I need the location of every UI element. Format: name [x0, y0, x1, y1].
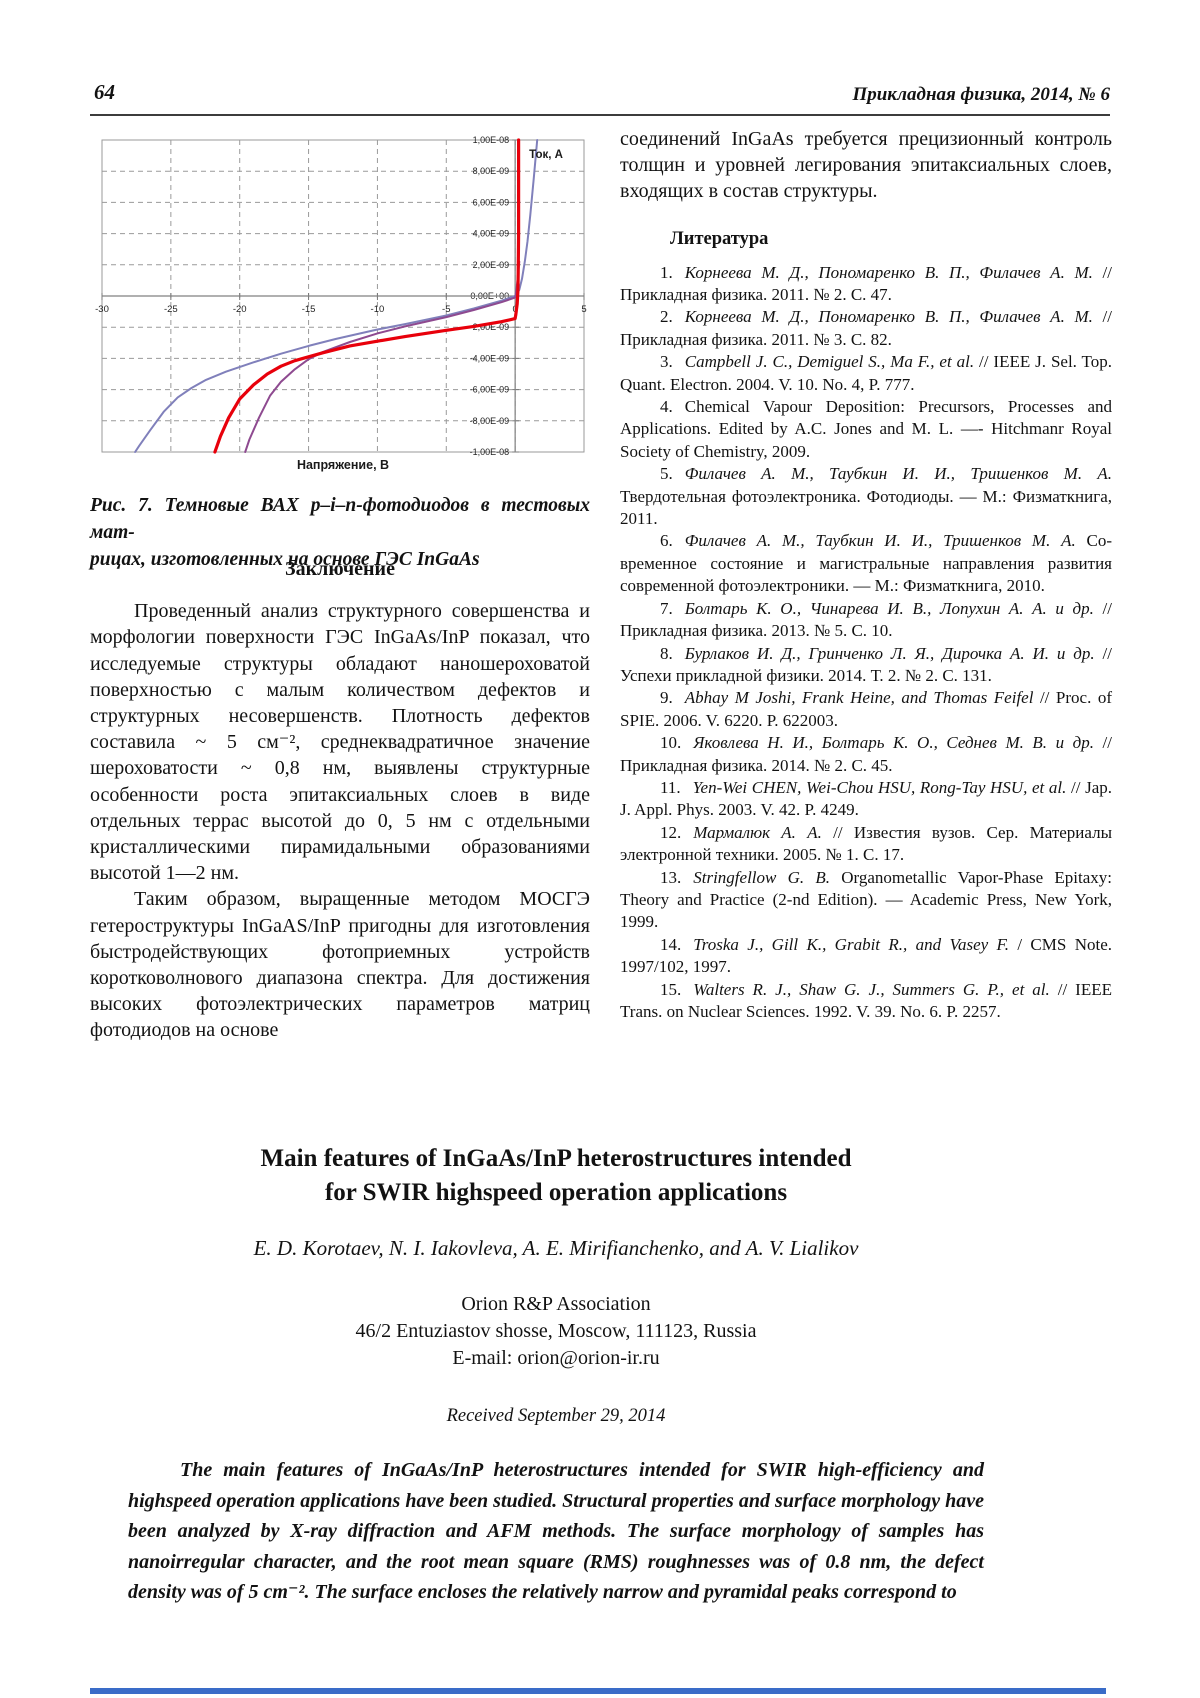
reference-item: 5. Филачев А. М., Таубкин И. И., Тришенко…	[620, 464, 1112, 529]
english-article-header: Main features of InGaAs/InP heterostruct…	[90, 1142, 1022, 1628]
article-affiliation-block: Orion R&P Association 46/2 Entuziastov s…	[90, 1291, 1022, 1372]
affiliation-name: Orion R&P Association	[461, 1293, 651, 1315]
article-title-line2: for SWIR highspeed operation application…	[324, 1179, 788, 1206]
left-column: Заключение Проведенный анализ структурно…	[90, 556, 590, 1044]
figure-caption: Рис. 7. Темновые ВАХ p–i–n-фотодиодов в …	[90, 492, 590, 573]
chart-y-tick-label: -6,00E-09	[470, 385, 510, 395]
chart-y-tick-label: 6,00E-09	[473, 197, 510, 207]
reference-item: 10. Яковлева Н. И., Болтарь К. О., Седнев…	[620, 733, 1112, 775]
chart-y-tick-label: 2,00E-09	[473, 260, 510, 270]
reference-item: 7. Болтарь К. О., Чинарева И. В., Лопухин…	[620, 598, 1112, 641]
intro-paragraph: соединений InGaAs требуется прецизионный…	[620, 128, 1112, 203]
header-rule	[90, 114, 1110, 116]
chart-y-tick-label: -4,00E-09	[470, 353, 510, 363]
reference-item: 8. Бурлаков И. Д., Гринченко Л. Я., Дироч…	[620, 643, 1112, 685]
reference-item: 3. Campbell J. C., Demiguel S., Ma F., et…	[620, 352, 1112, 394]
bottom-blue-bar	[90, 1688, 1106, 1694]
chart-y-tick-label: -1,00E-08	[470, 447, 510, 457]
series-photodiode-blue	[134, 139, 539, 453]
reference-item: 13. Stringfellow G. B. Organometallic Vap…	[620, 867, 1112, 932]
chart-x-tick-label: -15	[302, 304, 316, 315]
reference-item: 11. Yen-Wei CHEN, Wei-Chou HSU, Rong-Tay …	[620, 777, 1112, 820]
reference-item: 1. Корнеева М. Д., Пономаренко В. П., Фил…	[620, 262, 1112, 305]
references-heading: Литература	[670, 228, 769, 249]
figure-7: -30-25-20-15-10-5051,00E-088,00E-096,00E…	[90, 124, 590, 476]
article-authors: E. D. Korotaev, N. I. Iakovleva, A. E. M…	[253, 1236, 859, 1260]
chart-x-tick-label: -10	[371, 304, 385, 315]
received-date: Received September 29, 2014	[446, 1406, 666, 1426]
reference-item: 4. Chemical Vapour Deposition: Precursors…	[620, 397, 1112, 461]
chart-x-tick-label: -5	[442, 304, 450, 315]
figure-caption-line2: рицах, изготовленных на основе ГЭС InGaA…	[90, 549, 480, 570]
journal-header: Прикладная физика, 2014, № 6	[852, 84, 1110, 105]
chart-legend-label: Ток, А	[529, 149, 563, 161]
chart-y-tick-label: -8,00E-09	[470, 416, 510, 426]
affiliation-email: E-mail: orion@orion-ir.ru	[452, 1347, 660, 1369]
reference-item: 2. Корнеева М. Д., Пономаренко В. П., Фил…	[620, 307, 1112, 349]
chart-x-tick-label: -20	[233, 304, 247, 315]
right-column: соединений InGaAs требуется прецизионный…	[620, 126, 1112, 1023]
affiliation-address: 46/2 Entuziastov shosse, Moscow, 111123,…	[355, 1320, 757, 1342]
reference-item: 12. Мармалюк А. А. // Известия вузов. Сер…	[620, 822, 1112, 865]
series-photodiode-red	[213, 138, 521, 454]
reference-item: 9. Abhay M Joshi, Frank Heine, and Thomas…	[620, 688, 1112, 730]
chart-xaxis-title: Напряжение, В	[297, 458, 389, 472]
chart-y-tick-label: 1,00E-08	[473, 135, 510, 145]
references-list: 1. Корнеева М. Д., Пономаренко В. П., Фил…	[620, 262, 1112, 1024]
chart-y-tick-label: 8,00E-09	[473, 166, 510, 176]
series-photodiode-purple	[244, 260, 521, 453]
abstract-paragraph: The main features of InGaAs/InP heterost…	[128, 1459, 984, 1603]
chart-y-tick-label: -2,00E-09	[470, 322, 510, 332]
reference-item: 15. Walters R. J., Shaw G. J., Summers G.…	[620, 979, 1112, 1022]
article-title-line1: Main features of InGaAs/InP heterostruct…	[260, 1145, 852, 1172]
reference-item: 6. Филачев А. М., Таубкин И. И., Тришенко…	[620, 531, 1112, 596]
conclusion-paragraph-2: Таким образом, выращенные методом МОСГЭ …	[90, 888, 590, 1042]
chart-y-tick-label: 4,00E-09	[473, 229, 510, 239]
chart-x-tick-label: -30	[95, 304, 109, 315]
reference-item: 14. Troska J., Gill K., Grabit R., and Va…	[620, 934, 1112, 977]
iv-chart: -30-25-20-15-10-5051,00E-088,00E-096,00E…	[95, 135, 587, 472]
conclusion-paragraph-1: Проведенный анализ структурного совершен…	[90, 600, 590, 885]
chart-x-tick-label: 5	[581, 304, 586, 315]
conclusion-heading: Заключение	[285, 558, 395, 580]
page-number: 64	[94, 80, 115, 104]
figure-caption-line1: Рис. 7. Темновые ВАХ p–i–n-фотодиодов в …	[90, 495, 590, 543]
article-title: Main features of InGaAs/InP heterostruct…	[90, 1142, 1022, 1210]
chart-x-tick-label: -25	[164, 304, 178, 315]
